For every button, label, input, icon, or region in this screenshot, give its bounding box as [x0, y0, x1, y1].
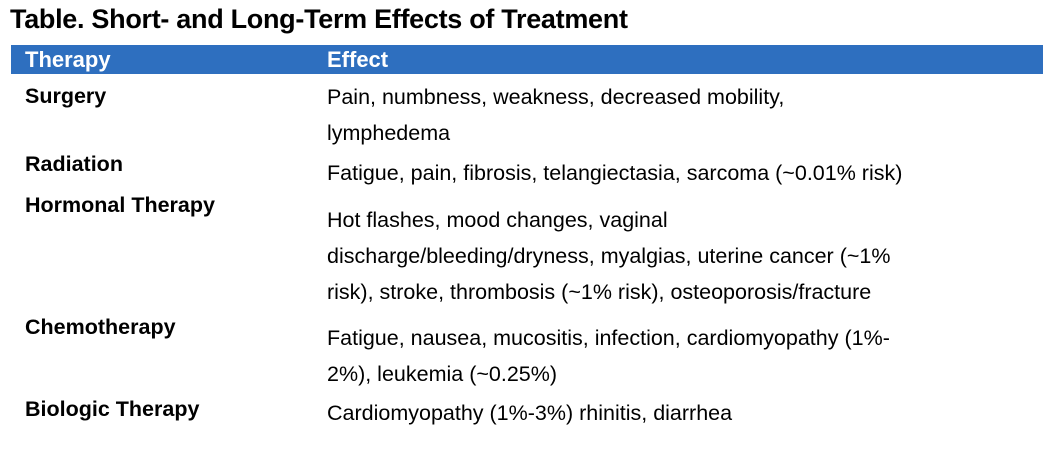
effect-text: discharge/bleeding/dryness, myalgias, ut… — [327, 244, 891, 268]
effect-text: Pain, numbness, weakness, decreased mobi… — [327, 85, 785, 109]
effect-cell: Pain, numbness, weakness, decreased mobi… — [327, 79, 1027, 151]
effect-cell: Cardiomyopathy (1%-3%) rhinitis, diarrhe… — [327, 395, 1027, 431]
header-therapy: Therapy — [25, 47, 111, 72]
effect-text: lymphedema — [327, 121, 451, 145]
effect-text: Cardiomyopathy (1%-3%) rhinitis, diarrhe… — [327, 401, 733, 425]
therapy-cell: Surgery — [25, 84, 107, 108]
effect-text: risk), stroke, thrombosis (~1% risk), os… — [327, 280, 872, 304]
effect-text: 2%), leukemia (~0.25%) — [327, 362, 558, 386]
therapy-cell: Chemotherapy — [25, 315, 176, 339]
effect-cell: Hot flashes, mood changes, vaginal disch… — [327, 202, 1027, 310]
therapy-cell: Hormonal Therapy — [25, 193, 215, 217]
effect-cell: Fatigue, pain, fibrosis, telangiectasia,… — [327, 155, 1027, 191]
therapy-cell: Biologic Therapy — [25, 397, 200, 421]
table-header-row: Therapy Effect — [11, 45, 1043, 74]
therapy-cell: Radiation — [25, 152, 123, 176]
table-title: Table. Short- and Long-Term Effects of T… — [10, 4, 628, 34]
effect-cell: Fatigue, nausea, mucositis, infection, c… — [327, 320, 1027, 392]
effect-text: Fatigue, nausea, mucositis, infection, c… — [327, 326, 890, 350]
effect-text: Fatigue, pain, fibrosis, telangiectasia,… — [327, 161, 903, 185]
header-effect: Effect — [327, 47, 389, 72]
effect-text: Hot flashes, mood changes, vaginal — [327, 208, 668, 232]
